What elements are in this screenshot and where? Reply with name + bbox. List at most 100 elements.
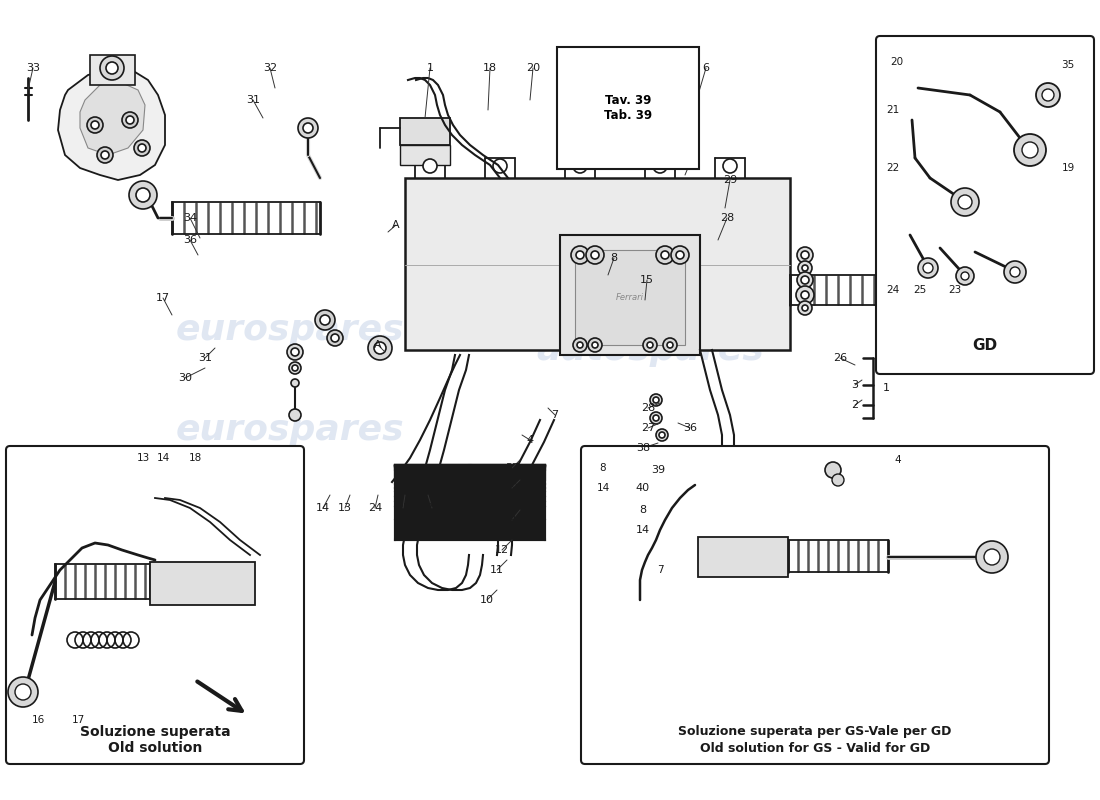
Circle shape (578, 342, 583, 348)
Circle shape (571, 246, 588, 264)
Circle shape (958, 195, 972, 209)
Circle shape (802, 265, 808, 271)
Circle shape (586, 246, 604, 264)
Text: 5: 5 (664, 63, 671, 73)
Text: 30: 30 (178, 373, 192, 383)
Circle shape (801, 251, 808, 259)
Circle shape (106, 62, 118, 74)
Text: 7: 7 (657, 565, 663, 575)
Circle shape (331, 334, 339, 342)
Circle shape (798, 247, 813, 263)
Circle shape (657, 492, 663, 498)
Text: 8: 8 (600, 463, 606, 473)
Circle shape (956, 267, 974, 285)
Circle shape (653, 452, 659, 458)
Text: Tav. 39
Tab. 39: Tav. 39 Tab. 39 (604, 94, 652, 122)
Bar (560, 235, 700, 355)
Circle shape (101, 151, 109, 159)
Text: 6: 6 (689, 153, 695, 163)
Circle shape (136, 188, 150, 202)
Text: 20: 20 (890, 57, 903, 67)
Circle shape (653, 397, 659, 403)
Circle shape (961, 272, 969, 280)
Text: 4: 4 (646, 105, 652, 115)
Bar (575, 250, 685, 345)
Bar (400, 145, 450, 165)
Text: 1: 1 (427, 63, 433, 73)
Circle shape (292, 379, 299, 387)
Text: 2: 2 (851, 400, 859, 410)
Circle shape (801, 276, 808, 284)
Text: 27: 27 (641, 423, 656, 433)
Circle shape (126, 116, 134, 124)
Text: 22: 22 (590, 63, 604, 73)
Text: Old solution for GS - Valid for GD: Old solution for GS - Valid for GD (700, 742, 931, 754)
Circle shape (87, 117, 103, 133)
Circle shape (289, 409, 301, 421)
Bar (400, 118, 450, 145)
Circle shape (798, 261, 812, 275)
Circle shape (798, 272, 813, 288)
Bar (90, 55, 135, 85)
Text: 12: 12 (495, 545, 509, 555)
Text: 36: 36 (683, 423, 697, 433)
Polygon shape (80, 82, 145, 155)
Circle shape (289, 362, 301, 374)
Text: 17: 17 (156, 293, 170, 303)
Circle shape (129, 181, 157, 209)
Text: 17: 17 (72, 715, 85, 725)
Text: 38: 38 (636, 443, 650, 453)
Bar (698, 537, 788, 577)
Text: 3: 3 (851, 380, 858, 390)
Circle shape (97, 147, 113, 163)
FancyBboxPatch shape (6, 446, 304, 764)
Circle shape (1004, 261, 1026, 283)
Circle shape (918, 258, 938, 278)
Circle shape (653, 415, 659, 421)
Text: 8: 8 (639, 505, 647, 515)
Text: 19: 19 (505, 483, 519, 493)
Circle shape (798, 301, 812, 315)
Text: 13: 13 (338, 503, 352, 513)
Circle shape (374, 342, 386, 354)
Circle shape (591, 251, 600, 259)
Circle shape (292, 348, 299, 356)
Text: 14: 14 (156, 453, 169, 463)
Text: 14: 14 (316, 503, 330, 513)
Circle shape (661, 251, 669, 259)
Text: Old solution: Old solution (108, 741, 202, 755)
Circle shape (327, 330, 343, 346)
Circle shape (723, 159, 737, 173)
Text: 28: 28 (641, 403, 656, 413)
Circle shape (576, 251, 584, 259)
Circle shape (657, 512, 663, 518)
Circle shape (588, 338, 602, 352)
Circle shape (939, 281, 957, 299)
Text: A: A (393, 220, 399, 230)
Circle shape (298, 118, 318, 138)
Bar (405, 178, 790, 350)
Text: 23: 23 (948, 285, 961, 295)
Text: 18: 18 (188, 453, 201, 463)
Text: 7: 7 (551, 410, 559, 420)
Text: 26: 26 (833, 353, 847, 363)
Text: 37: 37 (505, 463, 519, 473)
Text: 14: 14 (636, 525, 650, 535)
Text: 28: 28 (719, 213, 734, 223)
Circle shape (952, 188, 979, 216)
Circle shape (134, 140, 150, 156)
Text: eurospares: eurospares (176, 313, 405, 347)
Circle shape (368, 336, 392, 360)
Circle shape (796, 286, 814, 304)
Circle shape (825, 462, 842, 478)
Circle shape (493, 159, 507, 173)
FancyBboxPatch shape (876, 36, 1094, 374)
Circle shape (1014, 134, 1046, 166)
Circle shape (657, 472, 663, 478)
Text: autospares: autospares (536, 333, 763, 367)
Text: 18: 18 (483, 63, 497, 73)
Text: 24: 24 (367, 503, 382, 513)
Text: 25: 25 (913, 285, 926, 295)
Polygon shape (58, 68, 165, 180)
Circle shape (1010, 267, 1020, 277)
